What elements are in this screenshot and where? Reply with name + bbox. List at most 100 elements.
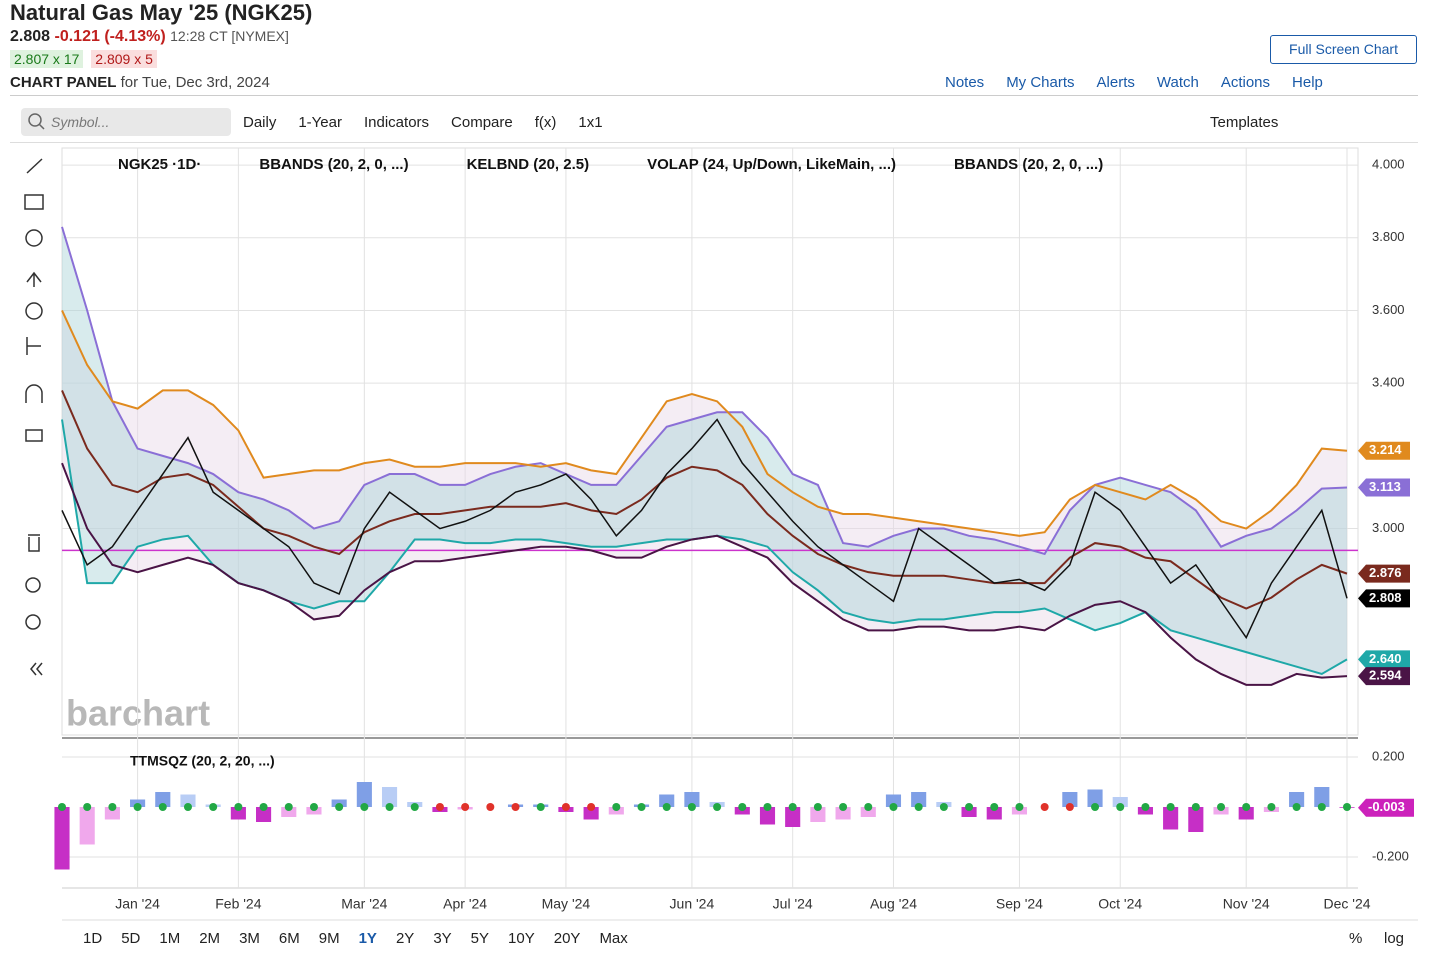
period-button[interactable]: 10Y	[508, 930, 535, 947]
period-button[interactable]: 2M	[199, 930, 221, 947]
price-tag	[1358, 589, 1410, 608]
histogram-bar	[734, 807, 750, 815]
histogram-bar	[507, 804, 524, 807]
y-tick-label: 3.800	[1372, 229, 1405, 244]
period-button[interactable]: 20Y	[553, 930, 581, 947]
nav-link[interactable]: Alerts	[1096, 74, 1135, 91]
nav-link[interactable]: My Charts	[1006, 74, 1075, 91]
pct-toggle[interactable]: %	[1349, 930, 1363, 947]
x-tick-label: May '24	[542, 896, 591, 912]
squeeze-dot	[158, 803, 167, 811]
histogram-bar	[180, 794, 196, 807]
log-toggle[interactable]: log	[1384, 930, 1405, 947]
histogram-bar	[130, 799, 146, 807]
legend-entry: NGK25 ·1D·	[118, 156, 201, 173]
tool-zoom-out[interactable]	[25, 614, 41, 630]
toolbar-item[interactable]: Daily	[243, 114, 277, 131]
y-tick-label: 0.200	[1372, 748, 1405, 763]
period-button[interactable]: 6M	[278, 930, 300, 947]
price-tag-label: 2.640	[1369, 651, 1402, 666]
templates[interactable]: Templates	[1210, 114, 1279, 131]
tool-arrow[interactable]	[26, 271, 42, 287]
toolbar: Symbol... Daily 1-Year Indicators Compare f(…	[0, 104, 1456, 143]
squeeze-dot	[486, 803, 495, 811]
legend-entry: KELBND (20, 2.5)	[467, 156, 590, 173]
histogram-bar	[810, 807, 826, 822]
header: Natural Gas May '25 (NGK25) 2.808 -0.121…	[0, 0, 1456, 100]
tool-collapse[interactable]	[30, 662, 43, 676]
histogram-bar	[885, 794, 902, 807]
full-screen-button[interactable]: Full Screen Chart	[1270, 35, 1417, 64]
squeeze-dot	[965, 803, 974, 811]
toolbar-item[interactable]: Indicators	[364, 114, 430, 131]
period-button[interactable]: Max	[599, 930, 628, 947]
histogram-bar	[54, 807, 70, 870]
toolbar-items: Daily 1-Year Indicators Compare f(x) 1x1	[243, 114, 603, 131]
plot-frame	[61, 147, 1359, 736]
histogram-bar	[1314, 787, 1330, 807]
tool-zoom-in[interactable]	[25, 577, 41, 593]
histogram-bar	[1339, 807, 1355, 808]
panel-label: CHART PANEL for Tue, Dec 3rd, 2024	[10, 74, 270, 91]
tool-shape[interactable]	[25, 229, 43, 247]
period-button[interactable]: 3M	[239, 930, 260, 947]
tool-note[interactable]	[25, 302, 43, 320]
toolbar-item[interactable]: Compare	[451, 114, 513, 131]
period-button[interactable]: 5D	[121, 930, 141, 947]
squeeze-dot	[234, 803, 243, 811]
period-button[interactable]: 1M	[159, 930, 181, 947]
squeeze-dot	[183, 803, 192, 811]
y-tick-label: 4.000	[1372, 157, 1405, 172]
nav-link[interactable]: Actions	[1220, 74, 1271, 91]
nav-link[interactable]: Notes	[945, 74, 985, 91]
price-tag	[1358, 798, 1414, 817]
squeeze-dot	[1040, 803, 1049, 811]
histogram-bar	[1087, 789, 1103, 807]
squeeze-dot	[58, 803, 66, 811]
period-button[interactable]: 3Y	[433, 930, 452, 947]
toolbar-item[interactable]: 1x1	[578, 114, 603, 131]
nav-link[interactable]: Watch	[1156, 74, 1199, 91]
period-button[interactable]: 9M	[318, 930, 340, 947]
tool-lock[interactable]	[25, 429, 43, 442]
series-line	[61, 419, 1348, 676]
tool-measure[interactable]	[26, 337, 41, 355]
histogram-bar	[205, 804, 221, 807]
toolbar-item[interactable]: f(x)	[534, 114, 557, 131]
histogram-bar	[1213, 807, 1229, 815]
histogram-bar	[331, 799, 347, 807]
squeeze-dot	[1091, 803, 1100, 811]
period-button[interactable]: 5Y	[470, 930, 490, 947]
y-tick-label: -0.200	[1372, 848, 1409, 863]
indicator-label: TTMSQZ (20, 2, 20, ...)	[130, 753, 275, 769]
tool-magnet[interactable]	[25, 384, 43, 403]
toolbar-item[interactable]: 1-Year	[298, 114, 342, 131]
squeeze-dot	[133, 803, 142, 811]
tool-line[interactable]	[26, 158, 43, 174]
title: Natural Gas May '25 (NGK25)	[10, 0, 313, 25]
symbol-placeholder: Symbol...	[51, 114, 110, 130]
period-button[interactable]: 1Y	[358, 930, 377, 947]
y-tick-label: 3.600	[1372, 302, 1405, 317]
change: -0.121 (-4.13%)	[54, 28, 166, 45]
squeeze-dot	[612, 803, 621, 811]
tool-fib[interactable]	[24, 194, 44, 210]
squeeze-dot	[435, 803, 444, 811]
x-tick-label: Nov '24	[1223, 896, 1270, 912]
histogram-bar	[432, 807, 448, 812]
squeeze-dot	[738, 803, 747, 811]
x-tick-label: Jan '24	[115, 896, 160, 912]
period-button[interactable]: 2Y	[395, 930, 415, 947]
period-button[interactable]: 1D	[83, 930, 103, 947]
histogram-bar	[633, 804, 650, 807]
squeeze-dot	[1317, 803, 1326, 811]
symbol-input[interactable]: Symbol...	[21, 108, 231, 136]
histogram-bar	[1011, 807, 1028, 815]
quote: 2.808 -0.121 (-4.13%) 12:28 CT [NYMEX]	[10, 28, 289, 46]
tool-delete[interactable]	[28, 534, 40, 552]
nav-link[interactable]: Help	[1292, 74, 1323, 91]
histogram-bar	[785, 807, 801, 827]
squeeze-dot	[1242, 803, 1251, 811]
legend-entry: VOLAP (24, Up/Down, LikeMain, ...)	[647, 156, 896, 173]
